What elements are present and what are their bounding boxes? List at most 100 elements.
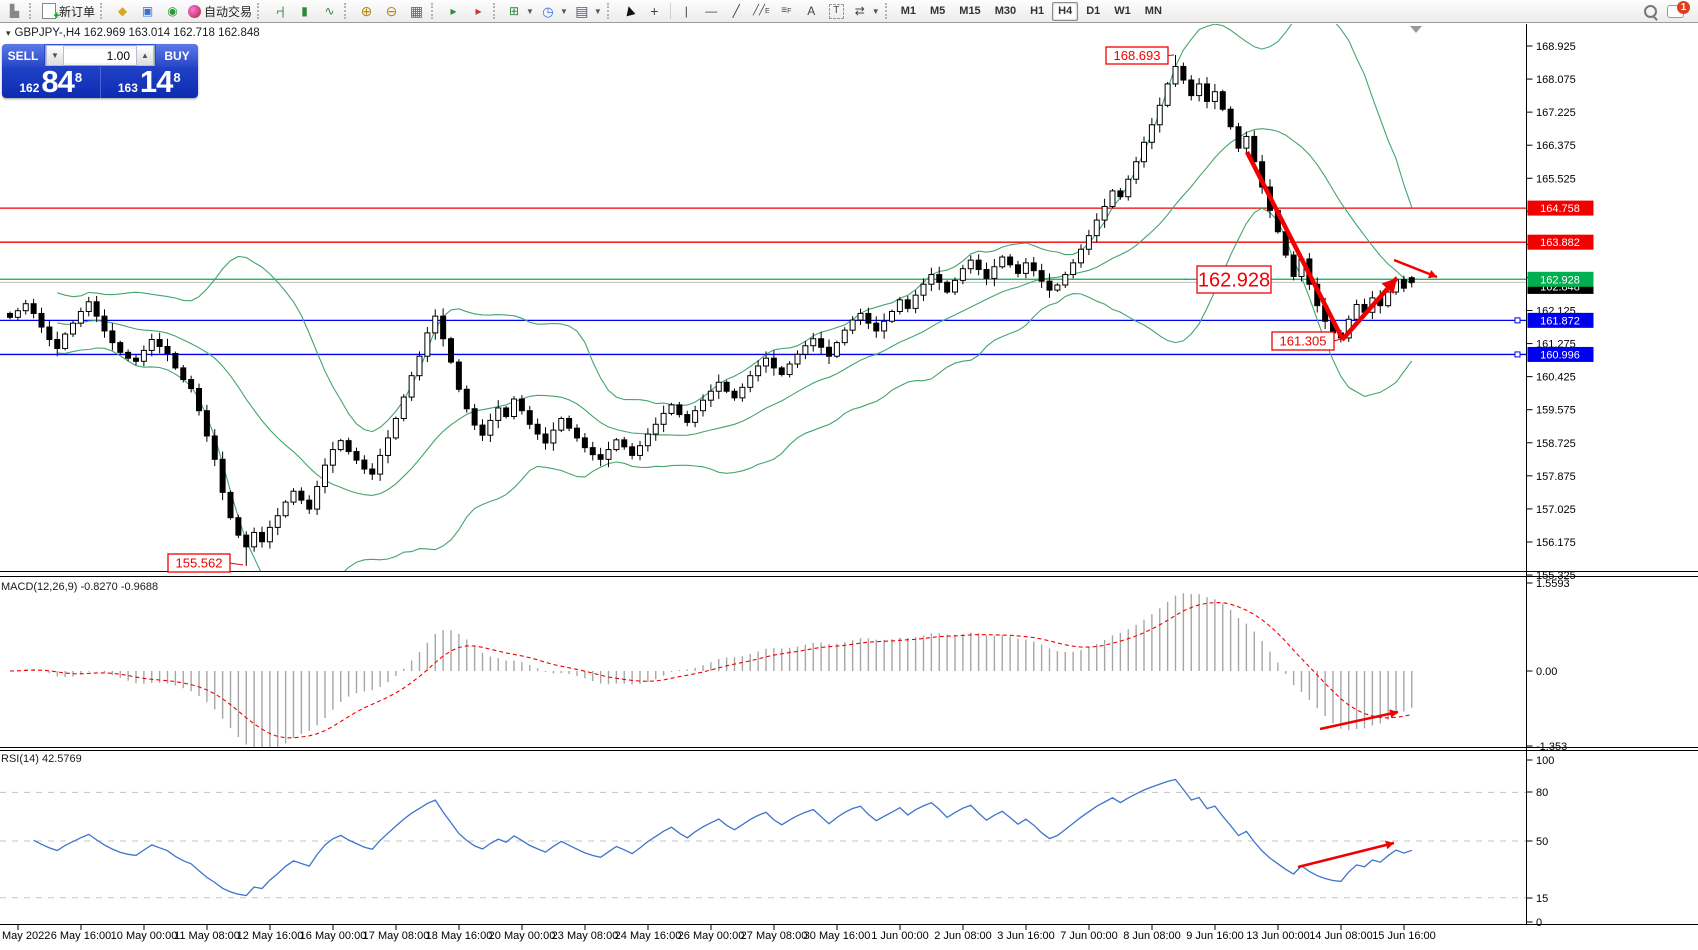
buy-price[interactable]: 163 14 8: [117, 64, 181, 98]
candles: [7, 55, 1415, 566]
volume-input[interactable]: [64, 48, 136, 63]
new-chart-icon: ⊞: [509, 4, 520, 18]
channel-icon: ╱╱ E: [752, 5, 770, 16]
price-callout-labels[interactable]: 168.693 162.928 161.305 155.562: [167, 46, 1342, 573]
crosshair-tool[interactable]: +: [642, 1, 667, 22]
templates-dropdown[interactable]: ▤ ▼: [571, 1, 605, 22]
svg-text:6 May 16:00: 6 May 16:00: [51, 930, 112, 942]
strategy-tester-button[interactable]: ▣: [135, 1, 160, 22]
line-chart-button[interactable]: ∿: [317, 1, 342, 22]
main-toolbar: ▙ + 新订单 ◆ ▣ ◉ 自动交易 ⌐| ▮ ∿ ⊕ ⊖ ▦ ▸ ▸ ⊞ ▼ ◷…: [0, 0, 1698, 23]
periods-dropdown[interactable]: ◷ ▼: [537, 1, 571, 22]
svg-text:24 May 16:00: 24 May 16:00: [615, 930, 682, 942]
trend-arrows[interactable]: [1244, 150, 1438, 869]
timeframe-button-M5[interactable]: M5: [930, 5, 946, 17]
timeframe-button-M30[interactable]: M30: [994, 5, 1017, 17]
sell-button[interactable]: SELL: [2, 44, 44, 67]
fibonacci-tool[interactable]: ≡ F: [774, 1, 799, 22]
svg-text:12 May 16:00: 12 May 16:00: [237, 930, 304, 942]
svg-text:18 May 16:00: 18 May 16:00: [426, 930, 493, 942]
svg-text:168.925: 168.925: [1536, 41, 1576, 53]
svg-text:16 May 00:00: 16 May 00:00: [300, 930, 367, 942]
chat-bubble-icon: 1: [1667, 0, 1690, 18]
svg-text:166.375: 166.375: [1536, 140, 1576, 152]
text-tool[interactable]: A: [799, 1, 824, 22]
volume-spinner: ▼ ▲: [45, 45, 155, 66]
svg-text:9 Jun 16:00: 9 Jun 16:00: [1186, 930, 1244, 942]
horizontal-level-lines[interactable]: [0, 207, 1526, 358]
metaeditor-button[interactable]: ◆: [110, 1, 135, 22]
svg-text:50: 50: [1536, 836, 1548, 848]
svg-text:0.00: 0.00: [1536, 666, 1557, 678]
template-icon: ▤: [575, 3, 589, 19]
timeframe-button-M1[interactable]: M1: [900, 5, 916, 17]
timeframe-button-MN[interactable]: MN: [1144, 5, 1162, 17]
auto-scroll-button[interactable]: ▸: [441, 1, 466, 22]
svg-text:163.882: 163.882: [1540, 237, 1580, 249]
timeframe-button-H4[interactable]: H4: [1052, 1, 1079, 21]
autotrading-label: 自动交易: [204, 4, 253, 19]
zoom-in-button[interactable]: ⊕: [354, 1, 379, 22]
zoom-in-icon: ⊕: [360, 3, 373, 19]
autotrading-button[interactable]: 自动交易: [185, 1, 255, 22]
toolbar-grip: [431, 3, 437, 19]
new-order-label: 新订单: [59, 4, 96, 19]
tile-windows-button[interactable]: ▦: [404, 1, 429, 22]
channel-tool[interactable]: ╱╱ E: [749, 1, 774, 22]
level-axis-labels: 164.758 163.882 162.928 161.872 160.996: [1527, 200, 1594, 362]
chart-shift-marker[interactable]: [1410, 26, 1422, 33]
svg-text:2 Jun 08:00: 2 Jun 08:00: [934, 930, 992, 942]
svg-text:17 May 08:00: 17 May 08:00: [363, 930, 430, 942]
svg-text:1 Jun 00:00: 1 Jun 00:00: [871, 930, 929, 942]
svg-text:7 Jun 00:00: 7 Jun 00:00: [1060, 930, 1118, 942]
svg-text:161.872: 161.872: [1540, 315, 1580, 327]
new-order-button[interactable]: + 新订单: [39, 1, 98, 22]
svg-text:-1.353: -1.353: [1536, 741, 1567, 753]
buy-button[interactable]: BUY: [156, 44, 198, 67]
timeframe-button-H1[interactable]: H1: [1030, 5, 1045, 17]
new-chart-dropdown[interactable]: ⊞ ▼: [503, 1, 537, 22]
text-icon: A: [807, 4, 816, 18]
svg-text:May 2022: May 2022: [2, 930, 50, 942]
candlestick-icon: ▮: [301, 4, 308, 18]
trendline-icon: ╱: [732, 4, 740, 18]
bar-chart-button[interactable]: ⌐|: [267, 1, 292, 22]
text-label-tool[interactable]: T: [824, 1, 849, 22]
sell-price[interactable]: 162 84 8: [2, 66, 101, 98]
svg-text:168.075: 168.075: [1536, 74, 1576, 86]
notifications-button[interactable]: 1: [1663, 0, 1690, 22]
auto-scroll-icon: ▸: [450, 4, 457, 18]
search-button[interactable]: [1638, 1, 1663, 22]
cursor-tool[interactable]: ▶: [617, 1, 642, 22]
timeframe-button-D1[interactable]: D1: [1086, 5, 1101, 17]
metaeditor-icon: ◆: [117, 4, 128, 18]
clock-icon: ◷: [542, 3, 554, 19]
toolbar-grip: [884, 3, 891, 19]
zoom-out-button[interactable]: ⊖: [379, 1, 404, 22]
zoom-out-icon: ⊖: [385, 3, 398, 19]
timeframe-button-W1[interactable]: W1: [1114, 5, 1131, 17]
chevron-down-icon: ▼: [526, 6, 534, 16]
candlestick-button[interactable]: ▮: [292, 1, 317, 22]
arrows-icon: ⇄: [854, 4, 865, 18]
svg-text:15 Jun 16:00: 15 Jun 16:00: [1372, 930, 1436, 942]
chart-shift-button[interactable]: ▸: [466, 1, 491, 22]
timeframe-button-M15[interactable]: M15: [959, 5, 981, 17]
chevron-down-icon: ▼: [593, 6, 602, 16]
rsi-indicator-label: RSI(14) 42.5769: [1, 753, 82, 765]
volume-decrease-button[interactable]: ▼: [46, 45, 64, 66]
arrows-tool-dropdown[interactable]: ⇄ ▼: [849, 1, 883, 22]
horizontal-line-tool[interactable]: —: [699, 1, 724, 22]
toolbar-grip: [493, 3, 499, 19]
signals-button[interactable]: ◉: [160, 1, 185, 22]
price-axis: 168.925168.075167.225166.375165.525164.6…: [1526, 41, 1576, 582]
vertical-line-tool[interactable]: |: [674, 1, 699, 22]
new-order-icon: +: [42, 3, 60, 22]
volume-increase-button[interactable]: ▲: [136, 45, 154, 66]
bollinger-bands: [57, 24, 1413, 571]
chart-icon: ▾: [6, 27, 11, 38]
crosshair-icon: +: [650, 3, 659, 19]
trendline-tool[interactable]: ╱: [724, 1, 749, 22]
toolbar-separator: [669, 3, 671, 19]
